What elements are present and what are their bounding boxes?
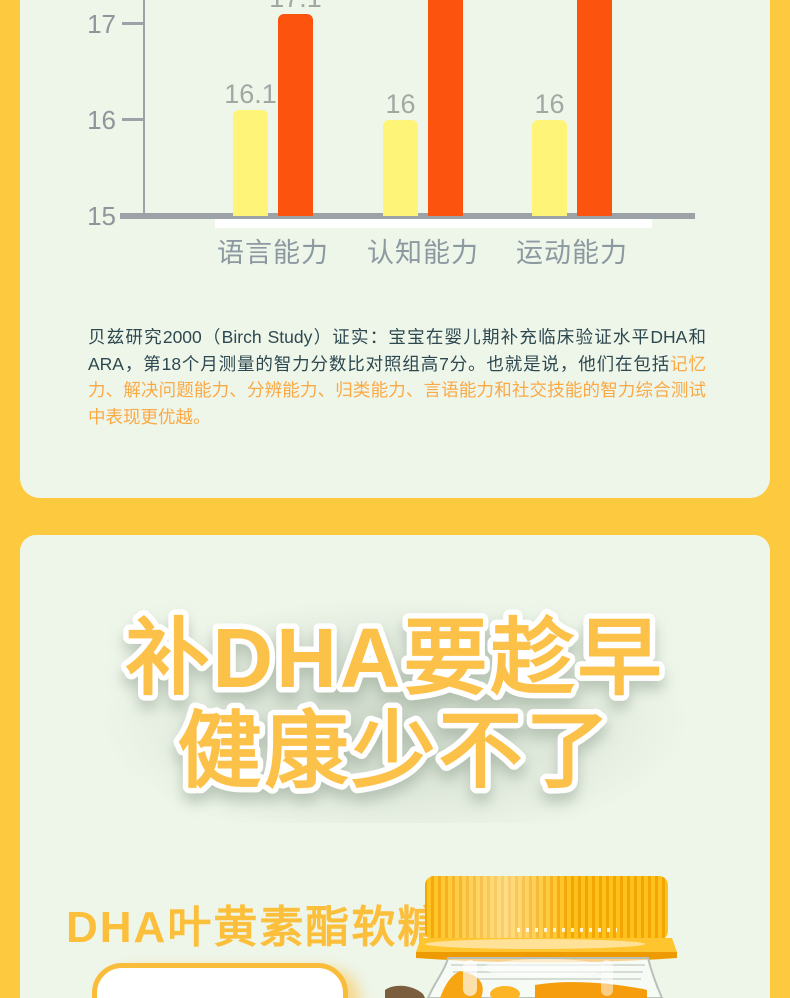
chart-bar <box>577 0 612 216</box>
chart-bar <box>278 14 313 216</box>
study-text-highlight: 记忆力、解决问题能力、分辨能力、归类能力、言语能力和社交技能的智力综合测试中表现… <box>88 353 706 427</box>
y-axis-tick-mark <box>122 22 143 25</box>
y-axis-tick-label: 17 <box>87 9 116 39</box>
study-text: 贝兹研究2000（Birch Study）证实：宝宝在婴儿期补充临床验证水平DH… <box>88 327 706 374</box>
hero-line2: 健康少不了 <box>177 704 612 798</box>
chart-category-label: 认知能力 <box>367 238 479 268</box>
chart-value-label: 16 <box>385 89 416 119</box>
product-name: DHA叶黄素酯软糖 <box>66 903 444 952</box>
study-card <box>20 0 770 498</box>
jar-cap <box>416 876 677 963</box>
chart-bar <box>428 0 463 216</box>
chart-value-label: 16 <box>534 89 565 119</box>
y-axis-tick-mark <box>122 118 143 121</box>
chart-bar <box>383 120 418 216</box>
hero-title: 补DHA要趁早 健康少不了 <box>120 606 667 804</box>
chart-bar <box>532 120 567 216</box>
gummy-shadow <box>385 985 425 998</box>
chart-category-label: 运动能力 <box>516 238 628 268</box>
chart-category-label: 语言能力 <box>217 238 329 268</box>
badge-pill: 每粒含叶黄素酯 <box>92 963 348 998</box>
bar-chart: 15 16 17 语言能力 16.1 17.1 认知能力 16 运动能力 16 <box>0 0 790 280</box>
jar-glass <box>426 957 664 998</box>
chart-bar <box>233 110 268 216</box>
chart-baseline-highlight <box>215 219 652 228</box>
chart-y-axis <box>143 0 145 217</box>
product-jar-photo <box>385 876 677 998</box>
y-axis-tick-label: 15 <box>87 201 116 231</box>
glass-highlight <box>463 960 477 996</box>
chart-value-label: 17.1 <box>258 0 333 13</box>
y-axis-tick-label: 16 <box>87 105 116 135</box>
study-paragraph: 贝兹研究2000（Birch Study）证实：宝宝在婴儿期补充临床验证水平DH… <box>88 324 706 430</box>
chart-baseline <box>120 213 695 219</box>
hero-glow <box>105 598 685 823</box>
hero-line1: 补DHA要趁早 <box>126 611 665 705</box>
chart-value-label: 16.1 <box>224 79 277 109</box>
